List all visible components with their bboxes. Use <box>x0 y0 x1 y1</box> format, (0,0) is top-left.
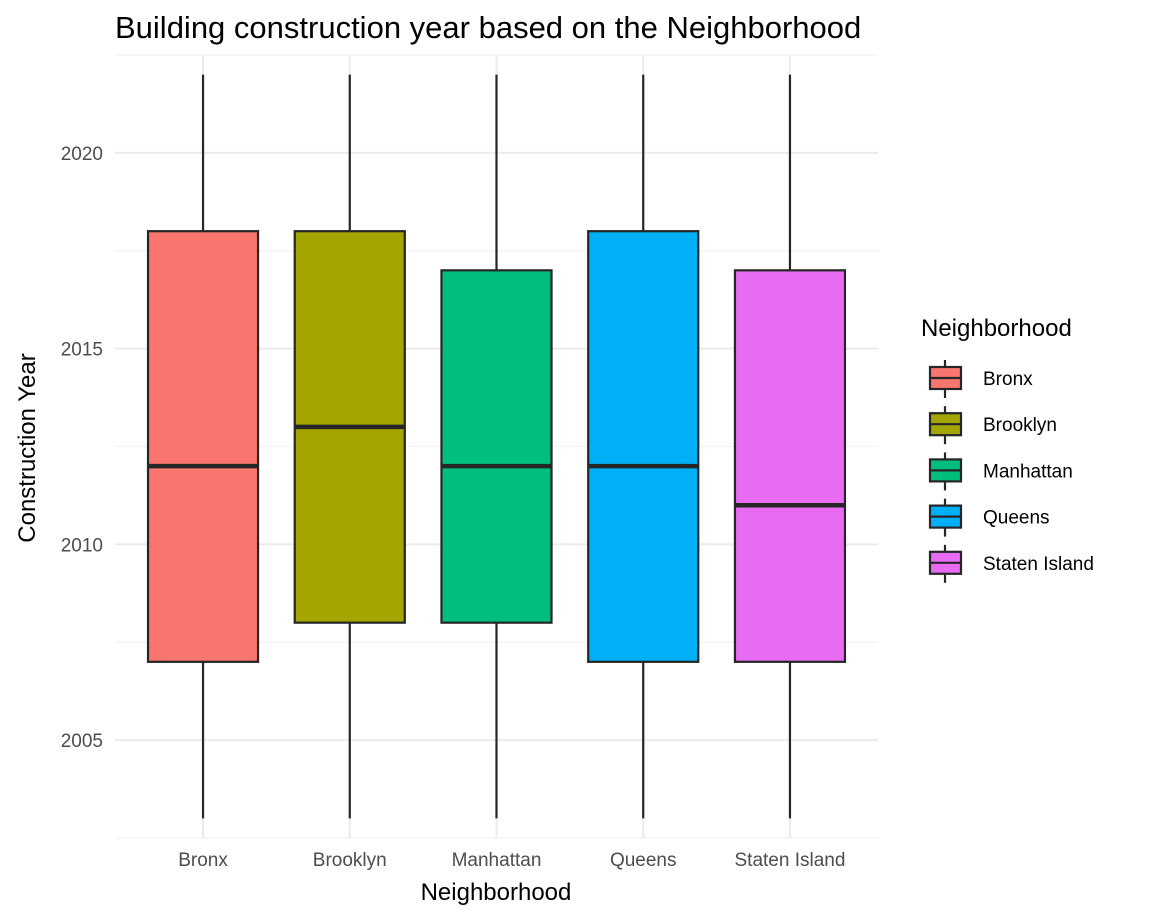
box-rect <box>733 269 847 663</box>
x-tick-label: Manhattan <box>452 850 542 871</box>
box-staten-island <box>733 74 847 819</box>
x-tick-label: Brooklyn <box>313 850 387 871</box>
legend-label: Staten Island <box>983 554 1094 575</box>
y-axis-title: Construction Year <box>14 353 41 542</box>
box-bronx <box>146 74 260 819</box>
chart-title: Building construction year based on the … <box>115 10 861 45</box>
legend-label: Manhattan <box>983 461 1073 482</box>
x-axis-title: Neighborhood <box>421 879 572 906</box>
legend-item: Staten Island <box>928 544 1094 583</box>
box-brooklyn <box>293 74 406 819</box>
legend-title: Neighborhood <box>921 315 1072 342</box>
legend-label: Bronx <box>983 369 1033 390</box>
legend-item: Queens <box>928 498 1050 537</box>
box-manhattan <box>440 74 553 819</box>
legend-item: Bronx <box>928 360 1033 398</box>
box-rect <box>440 269 553 624</box>
legend-label: Queens <box>983 508 1050 529</box>
x-axis-ticks: Bronx Brooklyn Manhattan Queens Staten Islan… <box>178 850 845 871</box>
x-tick-label: Queens <box>610 850 677 871</box>
y-tick-label: 2005 <box>61 731 103 752</box>
boxes <box>146 74 847 819</box>
y-tick-label: 2015 <box>61 340 103 361</box>
y-tick-label: 2020 <box>61 144 103 165</box>
box-rect <box>587 230 700 663</box>
y-tick-label: 2010 <box>61 535 103 556</box>
x-tick-label: Bronx <box>178 850 228 871</box>
legend-item: Brooklyn <box>928 406 1057 445</box>
legend: Neighborhood Bronx Brooklyn Manhattan Queen… <box>921 315 1094 583</box>
legend-item: Manhattan <box>928 452 1073 491</box>
y-axis-ticks: 2005 2010 2015 2020 <box>61 144 103 752</box>
x-tick-label: Staten Island <box>735 850 846 871</box>
legend-label: Brooklyn <box>983 415 1057 436</box>
box-queens <box>587 74 700 819</box>
box-rect <box>146 230 260 663</box>
